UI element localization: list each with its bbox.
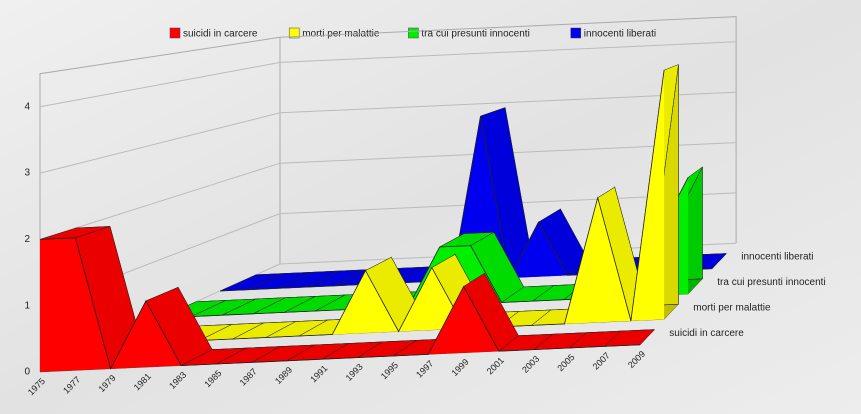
legend-swatch bbox=[408, 27, 419, 39]
legend-swatch bbox=[570, 27, 582, 39]
legend-label: tra cui presunti innocenti bbox=[421, 29, 529, 40]
y-tick-label: 2 bbox=[24, 234, 30, 245]
grid-line bbox=[39, 41, 737, 108]
series-label: tra cui presunti innocenti bbox=[717, 277, 825, 288]
y-tick-label: 4 bbox=[24, 101, 30, 112]
area-line bbox=[39, 237, 641, 370]
grid-line bbox=[39, 91, 737, 174]
legend-label: innocenti liberati bbox=[584, 29, 656, 40]
legend-swatch bbox=[169, 27, 181, 39]
y-tick-label: 0 bbox=[24, 367, 30, 378]
legend-label: suicidi in carcere bbox=[183, 29, 258, 40]
series-label: suicidi in carcere bbox=[669, 328, 744, 339]
y-tick-label: 3 bbox=[24, 168, 30, 179]
series-label: morti per malattie bbox=[693, 302, 771, 313]
legend-swatch bbox=[288, 27, 300, 39]
area-fill bbox=[40, 237, 641, 372]
legend: suicidi in carcere morti per malattie tra … bbox=[169, 27, 656, 40]
grid-line bbox=[39, 142, 737, 240]
y-tick-label: 1 bbox=[24, 300, 30, 311]
area-fill bbox=[220, 116, 713, 291]
area-fill bbox=[100, 70, 665, 345]
series-label: innocenti liberati bbox=[741, 252, 813, 263]
